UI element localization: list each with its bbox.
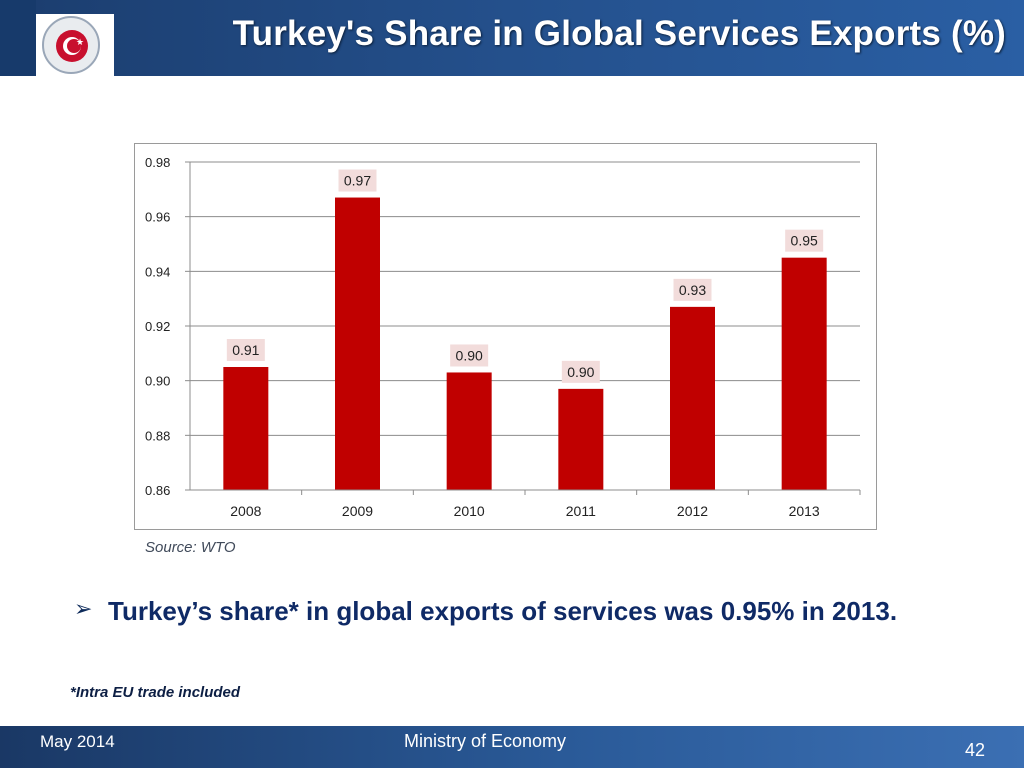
ministry-logo: ★	[36, 14, 114, 76]
x-tick-label: 2013	[789, 503, 820, 519]
title-bar: ★ Turkey's Share in Global Services Expo…	[0, 0, 1024, 76]
x-tick-label: 2010	[454, 503, 485, 519]
data-label-bg	[226, 339, 265, 361]
seal-icon: ★	[42, 16, 100, 74]
bar	[670, 306, 715, 490]
footer-bar: May 2014 Ministry of Economy 42	[0, 726, 1024, 768]
data-label-bg	[785, 229, 824, 252]
y-tick-label: 0.86	[145, 483, 170, 498]
source-note: Source: WTO	[145, 539, 236, 556]
page-number: 42	[965, 740, 986, 760]
x-tick-label: 2012	[677, 503, 708, 519]
slide-title: Turkey's Share in Global Services Export…	[232, 14, 1006, 53]
data-label-bg	[450, 344, 489, 367]
bar	[558, 388, 604, 490]
data-label-bg	[561, 360, 600, 383]
footer-organization: Ministry of Economy	[404, 731, 567, 751]
data-label-bg	[338, 169, 377, 192]
data-label: 0.90	[456, 347, 483, 363]
bar-chart: 0.86 0.88 0.90 0.92 0.94 0.96 0.98 2008 0.91 2009…	[134, 143, 877, 530]
data-label: 0.91	[232, 342, 259, 358]
y-tick-label: 0.88	[145, 428, 170, 443]
bar	[781, 257, 827, 490]
bar	[335, 197, 380, 490]
arrow-bullet-icon: ➢	[74, 597, 93, 622]
x-tick-label: 2011	[566, 503, 596, 519]
data-label: 0.90	[567, 364, 594, 380]
y-tick-label: 0.94	[145, 264, 170, 279]
y-tick-label: 0.98	[145, 155, 170, 170]
y-tick-label: 0.92	[145, 319, 170, 334]
x-tick-label: 2008	[230, 503, 261, 519]
x-tick-label: 2009	[342, 503, 373, 519]
chart-svg: 0.86 0.88 0.90 0.92 0.94 0.96 0.98 2008 0.91 2009…	[145, 155, 861, 519]
bar	[446, 372, 492, 490]
data-label-bg	[673, 278, 712, 301]
data-label: 0.93	[679, 282, 706, 298]
bar	[223, 367, 269, 490]
data-label: 0.97	[344, 173, 371, 189]
y-tick-label: 0.96	[145, 210, 170, 225]
footer-date: May 2014	[40, 732, 115, 751]
data-label: 0.95	[791, 233, 818, 249]
footnote: *Intra EU trade included	[70, 684, 241, 701]
bullet-text: Turkey’s share* in global exports of ser…	[108, 596, 898, 626]
y-tick-label: 0.90	[145, 374, 170, 389]
